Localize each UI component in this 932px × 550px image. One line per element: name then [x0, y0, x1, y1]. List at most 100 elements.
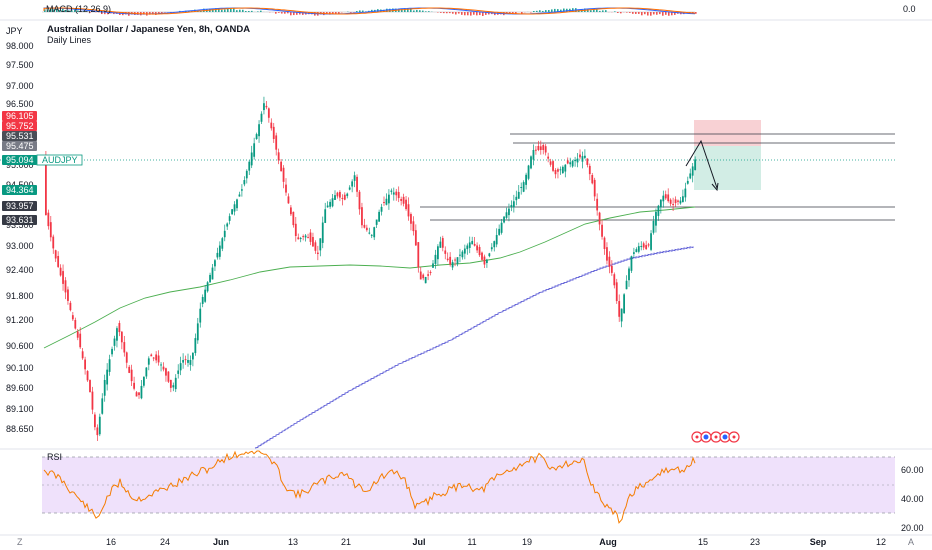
macd-bar: [659, 12, 661, 15]
candle-body: [669, 199, 672, 204]
event-icon-dot: [703, 434, 709, 440]
candle-body: [606, 247, 608, 261]
candle-body: [412, 221, 415, 232]
candle-body: [356, 176, 358, 192]
macd-bar: [482, 12, 484, 16]
candle-body: [505, 212, 508, 218]
candle-body: [160, 364, 162, 366]
candle-body: [346, 193, 349, 197]
candle-body: [169, 379, 172, 388]
macd-bar: [230, 8, 232, 12]
candle-body: [236, 199, 238, 209]
y-tick-label: 92.400: [6, 265, 34, 275]
macd-bar: [224, 9, 226, 12]
event-icon-dot: [695, 435, 699, 439]
candle-body: [454, 259, 456, 261]
candle-body: [593, 179, 596, 197]
candle-body: [201, 297, 204, 304]
rsi-tick-20: 20.00: [901, 523, 924, 533]
candle-body: [96, 427, 99, 436]
macd-bar: [638, 12, 640, 14]
candle-body: [294, 223, 297, 236]
candle-body: [659, 199, 662, 208]
candle-body: [456, 257, 459, 265]
candle-body: [655, 211, 657, 226]
candle-body: [635, 249, 638, 253]
macd-bar: [488, 12, 490, 15]
candle-body: [645, 245, 648, 250]
macd-bar: [479, 12, 481, 16]
candle-body: [108, 359, 111, 372]
macd-bar: [650, 12, 652, 16]
candle-body: [463, 248, 466, 254]
moving-average-green: [43, 206, 696, 349]
candle-body: [500, 222, 503, 233]
candle-body: [557, 169, 559, 172]
price-tag-label: 95.752: [6, 121, 34, 131]
take-profit-zone[interactable]: [694, 146, 761, 190]
macd-bar: [218, 8, 220, 12]
candle-body: [608, 256, 611, 267]
price-tag: [2, 155, 37, 165]
projection-arrow[interactable]: [685, 139, 718, 189]
candle-body: [206, 282, 209, 292]
macd-bar: [242, 9, 244, 12]
macd-bar: [632, 12, 634, 14]
candle-body: [45, 154, 47, 215]
timezone-button[interactable]: Z: [17, 537, 23, 547]
macd-bar: [443, 12, 445, 14]
candle-body: [94, 414, 96, 428]
x-axis[interactable]: 16 24 Jun 13 21 Jul 11 19 Aug 15 23 Sep 12: [106, 537, 886, 547]
macd-bar: [236, 10, 238, 12]
candle-body: [145, 367, 148, 377]
candle-body: [361, 207, 363, 226]
candle-body: [449, 256, 452, 265]
candle-body: [69, 302, 72, 311]
event-markers[interactable]: [691, 431, 740, 443]
price-tag: [2, 141, 37, 151]
candle-body: [135, 392, 138, 397]
candle-body: [410, 214, 412, 224]
y-tick-label: 91.800: [6, 291, 34, 301]
y-tick-label: 91.200: [6, 315, 34, 325]
candle-body: [414, 230, 417, 246]
candle-body: [316, 252, 319, 255]
candle-body: [189, 360, 192, 365]
candle-body: [672, 204, 674, 206]
candle-body: [503, 216, 505, 223]
candle-body: [226, 223, 229, 227]
candle-body: [231, 209, 233, 215]
candle-body: [199, 308, 202, 323]
candle-body: [348, 187, 351, 190]
candle-body: [508, 208, 510, 216]
auto-scale-button[interactable]: A: [908, 537, 914, 547]
candle-body: [255, 134, 258, 139]
stop-loss-zone[interactable]: [694, 120, 761, 146]
candle-body: [285, 184, 287, 193]
candle-body: [214, 260, 216, 267]
candle-body: [417, 242, 420, 268]
candle-body: [57, 255, 60, 267]
candle-body: [579, 154, 581, 158]
candle-body: [535, 149, 537, 151]
candle-body: [561, 166, 564, 173]
y-axis[interactable]: 98.00097.50097.00096.50096.00095.50095.0…: [6, 41, 34, 434]
projection-arrowhead: [711, 182, 719, 192]
macd-bar: [668, 12, 670, 16]
candle-body: [64, 280, 67, 293]
macd-bar: [65, 9, 67, 12]
candle-body: [297, 237, 300, 240]
macd-bar: [332, 12, 334, 15]
candle-body: [62, 271, 64, 284]
candle-body: [664, 194, 667, 199]
candle-body: [486, 259, 488, 264]
macd-bar: [644, 12, 646, 15]
x-tick-label: Sep: [810, 537, 827, 547]
price-tag: [2, 121, 37, 131]
candle-body: [74, 319, 77, 329]
macd-bar: [590, 10, 592, 12]
candle-body: [111, 348, 113, 355]
macd-bar: [62, 8, 64, 12]
candle-body: [532, 150, 535, 160]
